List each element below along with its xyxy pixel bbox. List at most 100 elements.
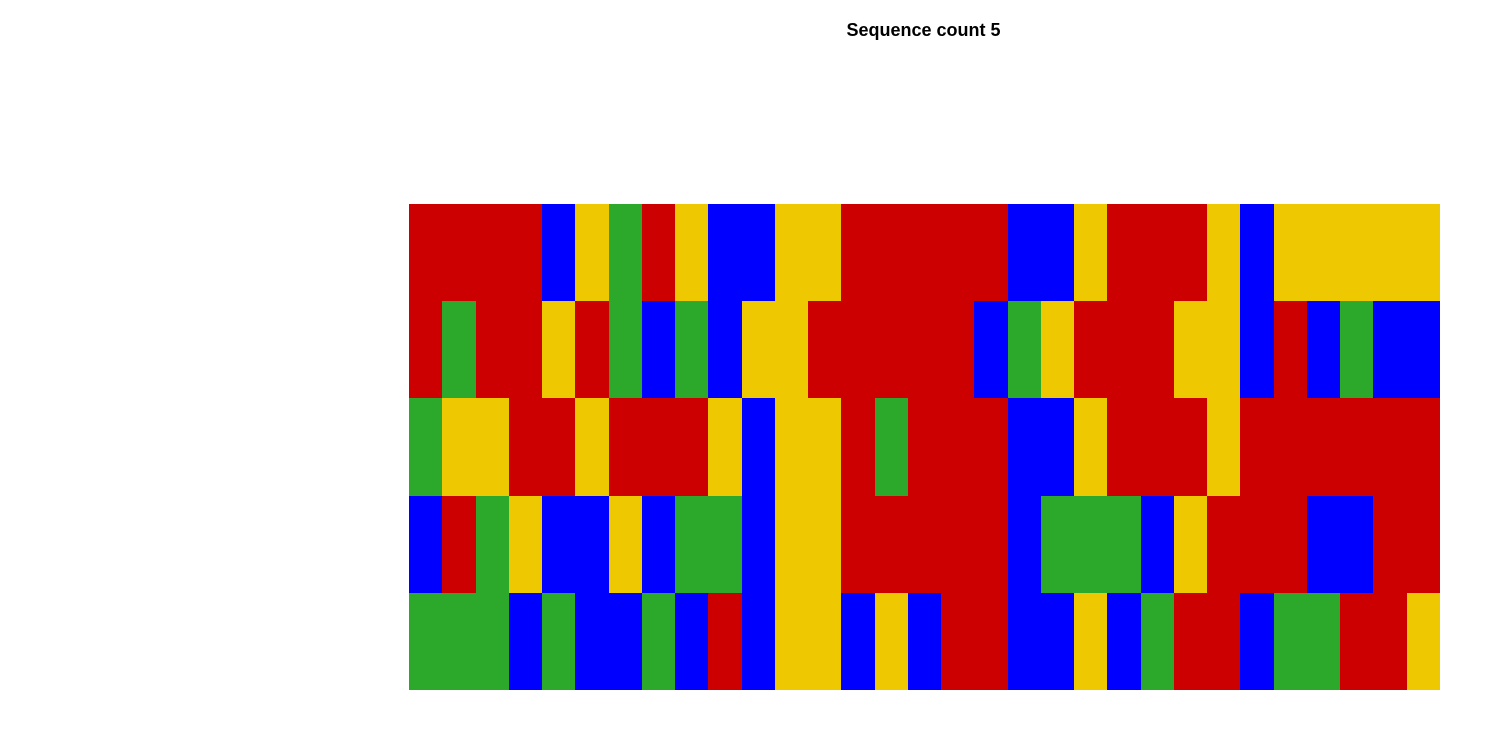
- sequence-cell: [1107, 204, 1141, 301]
- sequence-cell: [742, 593, 775, 690]
- sequence-cell: [908, 593, 941, 690]
- sequence-cell: [875, 496, 908, 593]
- sequence-cell: [509, 496, 542, 593]
- sequence-cell: [1307, 301, 1340, 398]
- sequence-cell: [1107, 496, 1141, 593]
- sequence-cell: [1008, 204, 1041, 301]
- sequence-cell: [442, 204, 476, 301]
- sequence-cell: [974, 398, 1008, 496]
- sequence-cell: [808, 301, 841, 398]
- sequence-cell: [1373, 496, 1407, 593]
- sequence-cell: [1107, 593, 1141, 690]
- sequence-cell: [808, 398, 841, 496]
- sequence-cell: [841, 398, 875, 496]
- sequence-row: [409, 593, 1440, 690]
- sequence-cell: [875, 301, 908, 398]
- sequence-cell: [1373, 398, 1407, 496]
- sequence-cell: [575, 204, 609, 301]
- sequence-cell: [642, 496, 675, 593]
- sequence-cell: [1074, 301, 1107, 398]
- sequence-cell: [1174, 593, 1207, 690]
- sequence-cell: [775, 204, 808, 301]
- sequence-cell: [708, 301, 742, 398]
- sequence-cell: [1340, 301, 1373, 398]
- sequence-cell: [476, 204, 509, 301]
- sequence-cell: [875, 593, 908, 690]
- sequence-cell: [609, 593, 642, 690]
- sequence-cell: [575, 593, 609, 690]
- sequence-cell: [1407, 398, 1440, 496]
- sequence-cell: [1107, 301, 1141, 398]
- sequence-cell: [708, 496, 742, 593]
- sequence-cell: [1274, 496, 1307, 593]
- sequence-cell: [442, 593, 476, 690]
- sequence-cell: [1407, 593, 1440, 690]
- sequence-cell: [1407, 496, 1440, 593]
- sequence-cell: [775, 301, 808, 398]
- sequence-cell: [808, 204, 841, 301]
- sequence-cell: [775, 398, 808, 496]
- sequence-cell: [1041, 301, 1074, 398]
- sequence-cell: [1207, 204, 1240, 301]
- sequence-cell: [841, 301, 875, 398]
- sequence-cell: [808, 593, 841, 690]
- sequence-cell: [708, 593, 742, 690]
- sequence-cell: [675, 593, 708, 690]
- sequence-cell: [742, 204, 775, 301]
- sequence-cell: [409, 301, 442, 398]
- sequence-cell: [642, 301, 675, 398]
- sequence-cell: [442, 398, 476, 496]
- sequence-cell: [1240, 398, 1274, 496]
- sequence-cell: [1340, 593, 1373, 690]
- sequence-cell: [575, 301, 609, 398]
- sequence-cell: [1307, 398, 1340, 496]
- sequence-cell: [742, 301, 775, 398]
- sequence-cell: [1240, 496, 1274, 593]
- sequence-cell: [1074, 204, 1107, 301]
- sequence-cell: [1340, 204, 1373, 301]
- sequence-cell: [1240, 204, 1274, 301]
- sequence-cell: [409, 593, 442, 690]
- sequence-cell: [841, 496, 875, 593]
- sequence-cell: [1274, 593, 1307, 690]
- sequence-cell: [1074, 593, 1107, 690]
- sequence-cell: [708, 398, 742, 496]
- sequence-cell: [1274, 398, 1307, 496]
- sequence-cell: [775, 496, 808, 593]
- sequence-cell: [609, 301, 642, 398]
- sequence-cell: [642, 593, 675, 690]
- sequence-cell: [908, 301, 941, 398]
- sequence-row: [409, 204, 1440, 301]
- sequence-cell: [675, 204, 708, 301]
- sequence-cell: [542, 301, 575, 398]
- sequence-cell: [908, 204, 941, 301]
- sequence-cell: [742, 496, 775, 593]
- sequence-cell: [775, 593, 808, 690]
- sequence-cell: [1207, 301, 1240, 398]
- sequence-cell: [1373, 593, 1407, 690]
- sequence-cell: [542, 496, 575, 593]
- sequence-cell: [1340, 496, 1373, 593]
- sequence-cell: [642, 398, 675, 496]
- sequence-cell: [1174, 398, 1207, 496]
- sequence-cell: [1141, 496, 1174, 593]
- chart-title: Sequence count 5: [846, 20, 1001, 40]
- sequence-cell: [1274, 204, 1307, 301]
- sequence-cell: [1307, 496, 1340, 593]
- sequence-cell: [1207, 496, 1240, 593]
- sequence-cell: [1141, 204, 1174, 301]
- sequence-cell: [609, 204, 642, 301]
- sequence-cell: [1307, 204, 1340, 301]
- sequence-cell: [442, 496, 476, 593]
- sequence-cell: [1407, 301, 1440, 398]
- sequence-cell: [1107, 398, 1141, 496]
- sequence-cell: [476, 496, 509, 593]
- sequence-cell: [442, 301, 476, 398]
- sequence-cell: [509, 301, 542, 398]
- sequence-cell: [542, 593, 575, 690]
- sequence-cell: [841, 593, 875, 690]
- sequence-cell: [875, 398, 908, 496]
- sequence-cell: [908, 398, 941, 496]
- sequence-cell: [509, 593, 542, 690]
